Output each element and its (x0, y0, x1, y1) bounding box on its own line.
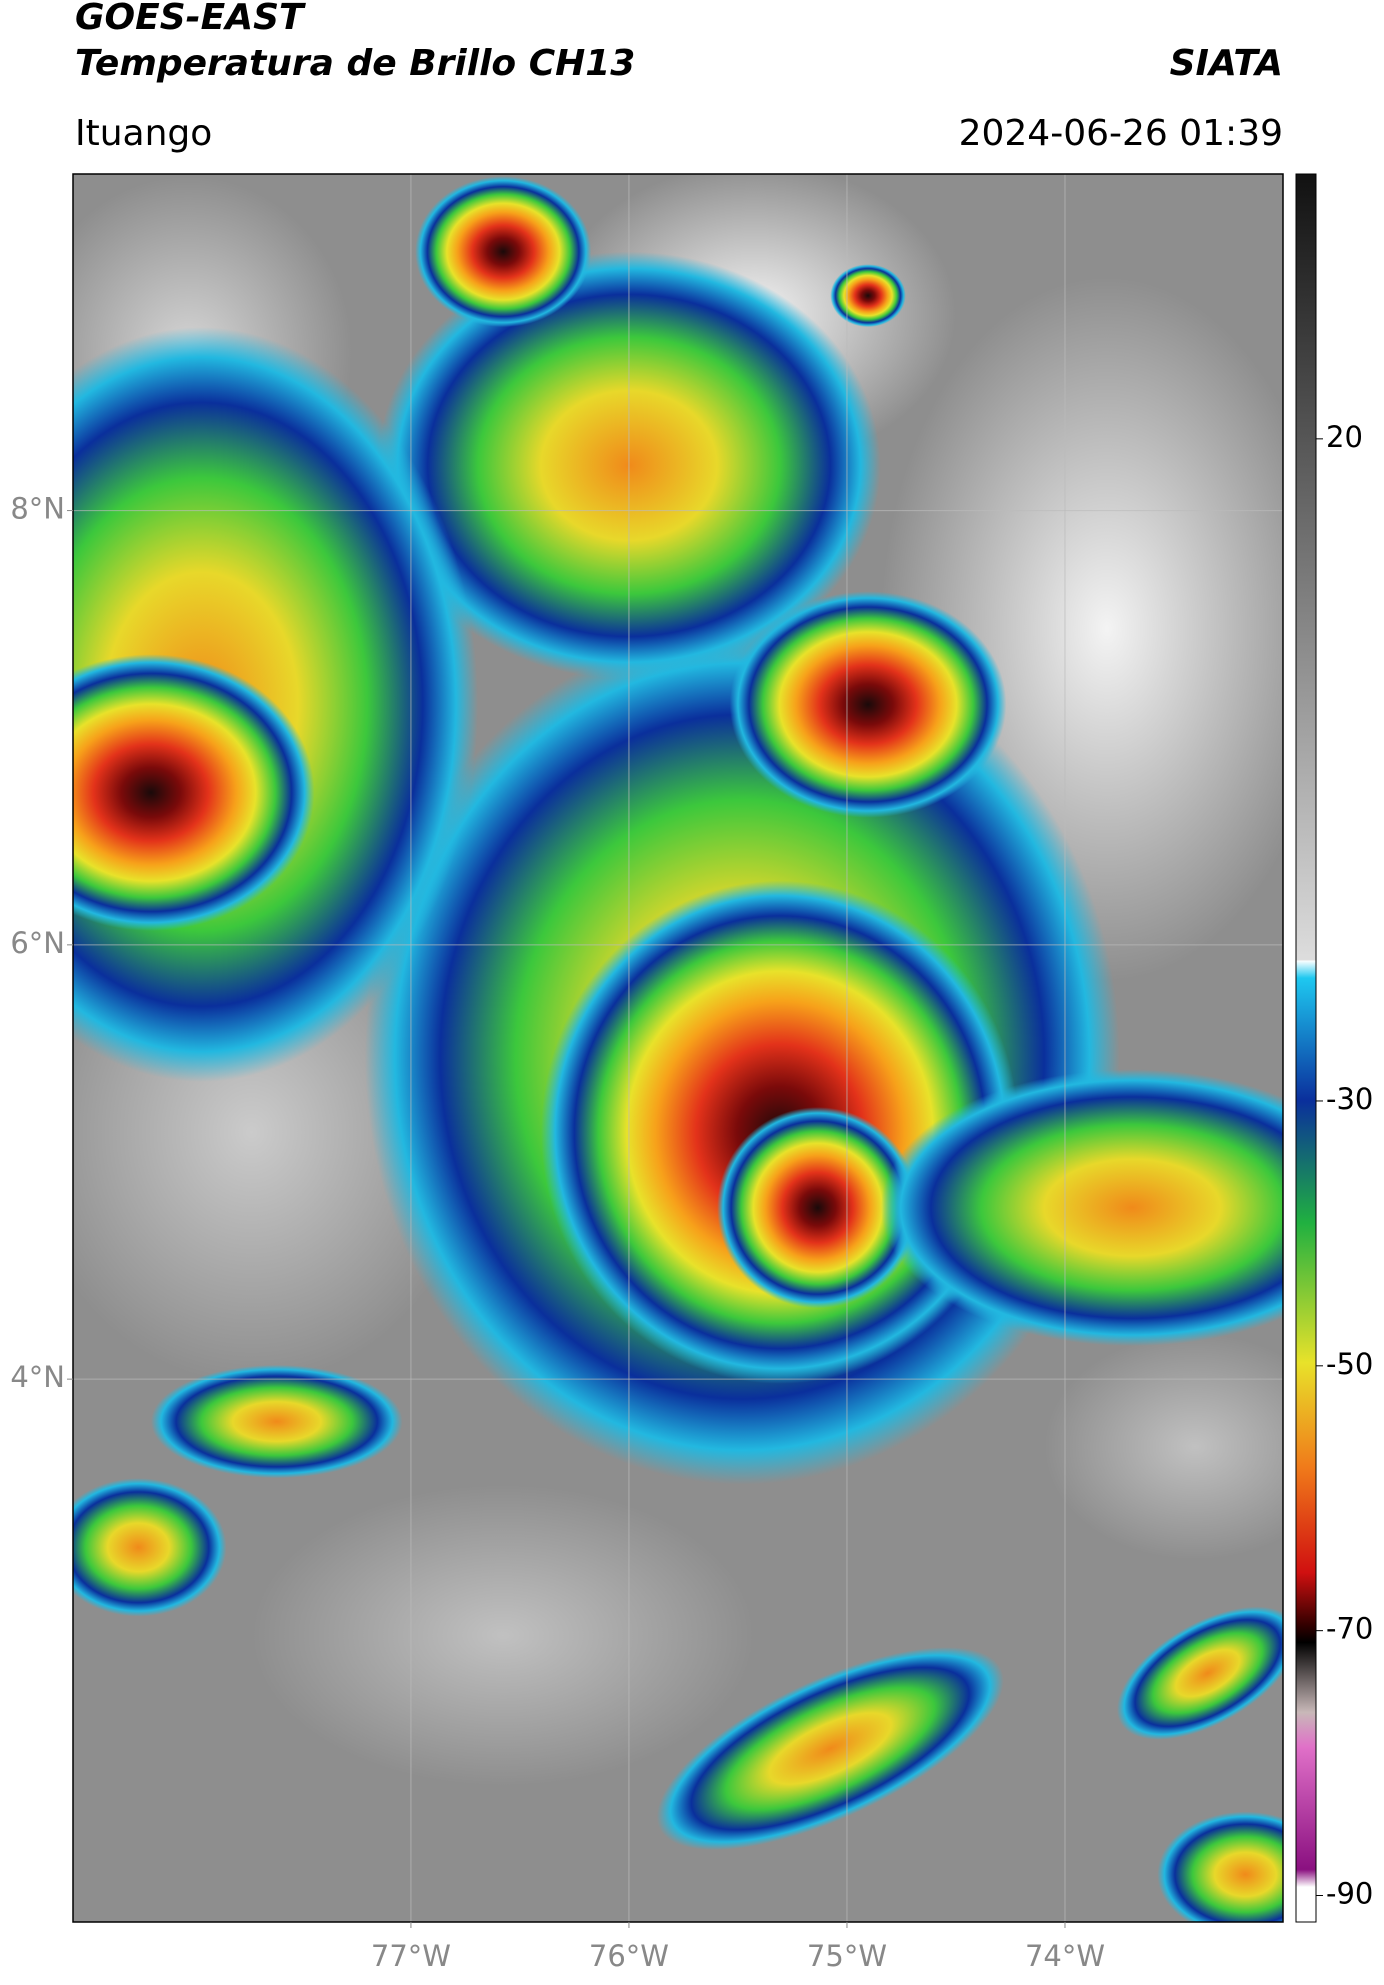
source: SIATA (1170, 43, 1283, 84)
location: Ituango (75, 113, 212, 154)
storm (729, 591, 1007, 818)
title-line2: Temperatura de Brillo CH13 (75, 43, 635, 84)
x-tick-label: 74°W (1025, 1939, 1105, 1973)
storm (415, 176, 592, 328)
datetime: 2024-06-26 01:39 (959, 113, 1283, 154)
x-tick-label: 77°W (371, 1939, 451, 1973)
cloud (251, 1484, 755, 1787)
storm (1116, 1606, 1283, 1740)
satellite-image (73, 174, 1283, 1922)
colorbar-tick-label: -90 (1326, 1877, 1373, 1911)
storm (73, 1478, 227, 1617)
colorbar-tick-label: -30 (1326, 1082, 1373, 1116)
title-line1: GOES-EAST (75, 0, 306, 38)
storm (880, 1069, 1283, 1347)
storm (1157, 1811, 1283, 1922)
colorbar (1295, 173, 1317, 1923)
colorbar-tick-label: -50 (1326, 1347, 1373, 1381)
cloud (1044, 1333, 1283, 1560)
storm (150, 1364, 403, 1479)
map-frame (72, 173, 1284, 1923)
storm (656, 1647, 1004, 1851)
colorbar-tick-label: 20 (1326, 420, 1363, 454)
graticule (73, 174, 1283, 1922)
y-tick-label: 8°N (10, 492, 65, 526)
colorbar-tick-label: -70 (1326, 1612, 1373, 1646)
y-tick-label: 6°N (10, 926, 65, 960)
y-tick-label: 4°N (10, 1360, 65, 1394)
x-tick-label: 76°W (589, 1939, 669, 1973)
storm (830, 264, 906, 328)
storm (73, 654, 315, 931)
storm-core (717, 1107, 919, 1309)
storms (73, 176, 1283, 1922)
x-tick-label: 75°W (807, 1939, 887, 1973)
